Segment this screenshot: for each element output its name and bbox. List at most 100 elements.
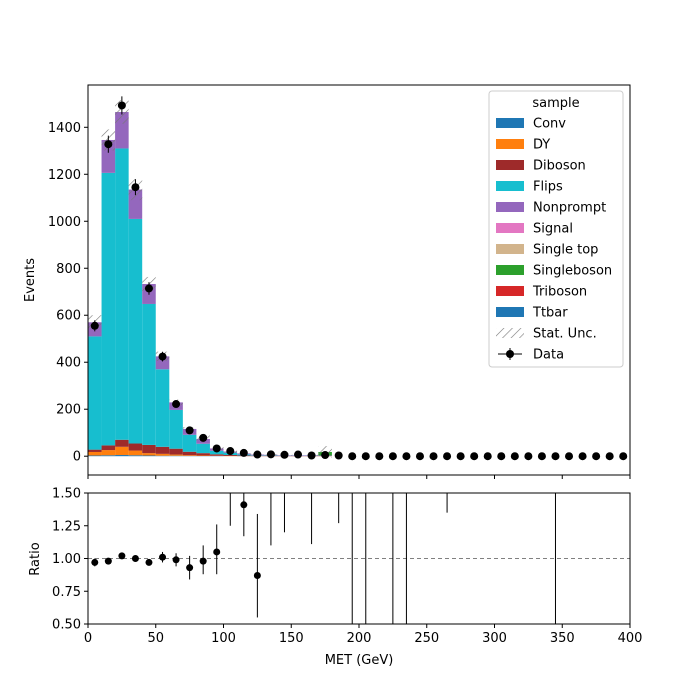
data-point (266, 450, 275, 459)
x-tick-label: 250 (414, 631, 439, 646)
bar-diboson (142, 444, 156, 454)
bar-diboson (209, 454, 224, 456)
bar-dy (115, 446, 129, 456)
data-point (375, 452, 384, 461)
bar-dy (142, 453, 156, 456)
data-point (619, 452, 628, 461)
data-point (510, 452, 519, 461)
data-point (90, 321, 99, 330)
y-tick-label: 1000 (48, 215, 81, 230)
data-point (497, 452, 506, 461)
ratio-point (240, 501, 248, 509)
bar-dy (182, 455, 197, 456)
legend-swatch-signal (496, 223, 524, 233)
ratio-axes-frame (87, 492, 631, 625)
x-tick-label: 50 (147, 631, 164, 646)
main-y-ticks: 0 200 400 600 800 1000 1200 1400 (48, 121, 88, 465)
x-tick-label: 150 (279, 631, 304, 646)
bar-diboson (101, 445, 116, 451)
data-point (307, 451, 316, 460)
legend-swatch-diboson (496, 160, 524, 170)
ratio-point (131, 555, 139, 562)
bar-diboson (182, 451, 197, 456)
ratio-y-tick-label: 1.50 (52, 487, 81, 502)
y-tick-label: 600 (56, 309, 81, 324)
legend-swatch-single-top (496, 244, 524, 254)
legend-label-single-top: Single top (533, 243, 598, 258)
data-point (334, 451, 343, 460)
y-tick-label: 0 (73, 450, 81, 465)
ratio-point (159, 553, 167, 561)
bar-diboson (223, 455, 238, 456)
x-tick-label: 350 (550, 631, 575, 646)
data-point (592, 452, 601, 461)
data-point (402, 452, 411, 461)
ratio-points (91, 493, 556, 624)
data-point (280, 450, 289, 459)
bar-flips (196, 443, 210, 454)
legend-swatch-triboson (496, 286, 524, 296)
x-tick-label: 400 (618, 631, 643, 646)
x-tick-label: 200 (347, 631, 372, 646)
data-point (415, 452, 424, 461)
legend-label-signal: Signal (533, 222, 573, 237)
legend-label-nonprompt: Nonprompt (533, 201, 606, 216)
legend-label-conv: Conv (533, 117, 566, 132)
ratio-y-tick-label: 1.25 (52, 519, 81, 534)
bar-dy (128, 450, 143, 456)
legend: sample Conv DY Diboson Flips Nonprompt Signal… (488, 90, 624, 368)
ratio-point (199, 557, 207, 565)
data-point (321, 451, 330, 460)
legend-swatch-flips (496, 181, 524, 191)
x-tick-label: 0 (84, 631, 92, 646)
legend-label-dy: DY (533, 138, 550, 153)
bar-dy (101, 450, 116, 456)
bar-flips (182, 434, 197, 452)
data-point (456, 452, 465, 461)
bar-flips (128, 218, 143, 444)
data-point (361, 452, 370, 461)
data-point (117, 101, 126, 110)
y-tick-label: 1400 (48, 121, 81, 136)
bar-dy (169, 454, 183, 456)
bar-conv (101, 455, 116, 457)
legend-swatch-nonprompt (496, 202, 524, 212)
data-point (226, 447, 235, 456)
bar-dy (155, 453, 170, 456)
ratio-y-axis-label: Ratio (28, 542, 43, 575)
ratio-y-tick-label: 1.00 (52, 552, 81, 567)
bar-diboson (169, 448, 183, 455)
main-x-ticks (87, 475, 631, 479)
bar-conv (142, 455, 156, 457)
bar-flips (88, 336, 102, 450)
x-tick-label: 100 (211, 631, 236, 646)
bar-dy (88, 451, 102, 456)
legend-label-flips: Flips (533, 180, 563, 195)
data-point (212, 444, 221, 453)
x-tick-label: 300 (482, 631, 507, 646)
bar-conv (115, 455, 129, 457)
legend-swatch-conv (496, 118, 524, 128)
data-point (443, 452, 452, 461)
data-point (551, 452, 560, 461)
data-point (388, 452, 397, 461)
ratio-point (186, 564, 194, 572)
legend-label-singleboson: Singleboson (533, 264, 612, 279)
bar-conv (128, 455, 143, 457)
bar-flips (142, 303, 156, 445)
bar-diboson (155, 446, 170, 454)
ratio-point (104, 557, 112, 565)
legend-swatch-ttbar (496, 307, 524, 317)
stacked-histogram (88, 112, 332, 457)
legend-swatch-data-marker (506, 350, 514, 358)
ratio-point (213, 548, 221, 556)
data-point (158, 352, 167, 361)
legend-swatch-stat-unc (496, 328, 524, 338)
bar-diboson (115, 439, 129, 447)
ratio-y-tick-label: 0.75 (52, 585, 81, 600)
x-axis-label: MET (GeV) (325, 653, 394, 668)
bar-flips (155, 369, 170, 447)
ratio-point (118, 552, 126, 560)
ratio-point (145, 558, 153, 566)
